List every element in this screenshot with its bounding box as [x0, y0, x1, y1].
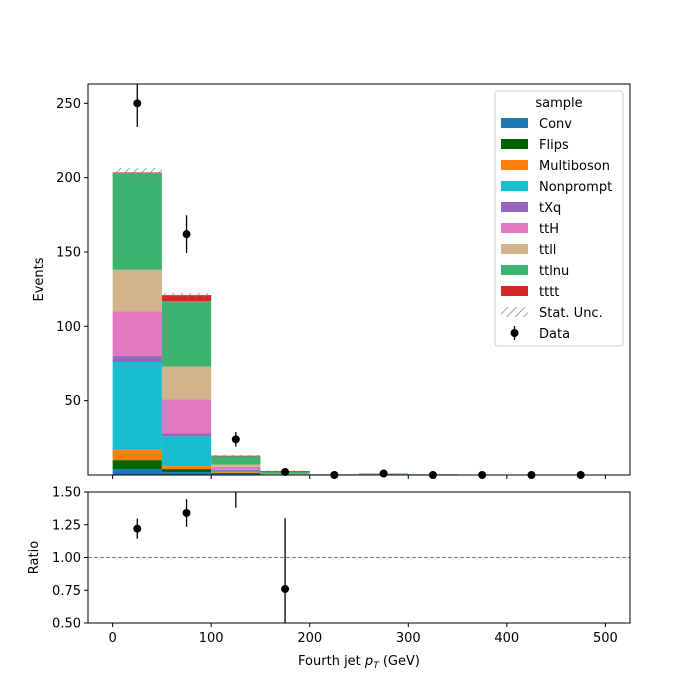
bar-conv-bin-0 [112, 469, 162, 475]
bar-tth-bin-1 [161, 399, 212, 434]
bar-multiboson-bin-2 [211, 472, 261, 473]
ratio-x-tick-label-2: 200 [297, 631, 322, 646]
ratio-x-tick-label-0: 0 [108, 631, 116, 646]
bar-tth-bin-0 [112, 311, 162, 357]
bar-txq-bin-1 [161, 433, 212, 437]
ratio-x-tick-label-4: 400 [494, 631, 519, 646]
bar-multiboson-bin-1 [161, 466, 212, 470]
main-axes: 50 100 150 200 250 Events [32, 83, 631, 479]
legend-label-tth: ttH [539, 222, 559, 237]
legend-label-tttt: tttt [539, 285, 559, 300]
legend-swatch-nonprompt [501, 181, 528, 191]
legend-title: sample [535, 96, 582, 111]
x-axis-label-subscript: T [373, 661, 380, 671]
bar-tttt-bin-1 [161, 295, 212, 302]
bar-nonprompt-bin-0 [112, 362, 162, 450]
main-y-axis-label: Events [32, 257, 47, 301]
legend-label-ttlnu: ttlnu [539, 264, 569, 279]
legend-swatch-flips [501, 139, 528, 149]
bar-ttll-bin-0 [112, 269, 162, 312]
legend: sample Conv Flips Multiboson Nonprompt tXq ttH… [494, 90, 624, 347]
stat-unc-band-bin-1 [161, 292, 212, 298]
data-point-5 [379, 469, 388, 478]
x-axis-label-math: p [364, 654, 373, 669]
main-y-tick-label-3: 200 [56, 171, 81, 186]
legend-label-nonprompt: Nonprompt [539, 180, 612, 195]
bar-nonprompt-bin-2 [211, 470, 261, 473]
ratio-point-1 [182, 508, 191, 517]
main-y-tick-label-0: 50 [64, 394, 81, 409]
data-point-3 [281, 468, 290, 477]
ratio-y-tick-label-0: 0.50 [52, 617, 81, 632]
ratio-x-tick-label-3: 300 [396, 631, 421, 646]
legend-label-conv: Conv [539, 117, 572, 132]
main-y-tick-label-4: 250 [56, 97, 81, 112]
legend-label-multiboson: Multiboson [539, 159, 610, 174]
ratio-point-3 [281, 584, 290, 593]
x-axis-label-unit: (GeV) [379, 654, 420, 669]
ratio-point-0 [133, 524, 142, 533]
ratio-x-tick-label-5: 500 [593, 631, 618, 646]
data-point-2 [231, 435, 240, 444]
main-plot-frame [87, 83, 631, 476]
bar-ttlnu-bin-0 [112, 173, 162, 270]
ratio-y-tick-label-3: 1.25 [52, 518, 81, 533]
legend-swatch-tth [501, 223, 528, 233]
legend-swatch-stat-unc [501, 307, 528, 317]
bar-conv-bin-2 [211, 473, 261, 475]
ratio-axes: 0 100 200 300 400 500 0.50 0.75 1.00 1.25 1.50 Rati… [27, 486, 631, 671]
stacked-histogram [112, 172, 458, 476]
ratio-y-tick-label-1: 0.75 [52, 584, 81, 599]
legend-swatch-ttll [501, 244, 528, 254]
bar-txq-bin-2 [211, 469, 261, 471]
ratio-y-tick-label-4: 1.50 [52, 486, 81, 501]
legend-label-stat-unc: Stat. Unc. [539, 306, 603, 321]
bar-flips-bin-1 [161, 469, 212, 473]
legend-swatch-conv [501, 118, 528, 128]
legend-label-ttll: ttll [539, 243, 556, 258]
legend-box [494, 90, 624, 347]
ratio-x-tick-label-1: 100 [199, 631, 224, 646]
stat-unc-band-bin-2 [211, 454, 261, 457]
legend-swatch-multiboson [501, 160, 528, 170]
bar-flips-bin-2 [211, 472, 261, 474]
legend-swatch-tttt [501, 286, 528, 296]
stat-unc-band-bin-0 [112, 167, 162, 177]
legend-swatch-txq [501, 202, 528, 212]
bar-ttlnu-bin-2 [211, 456, 261, 465]
bar-flips-bin-0 [112, 460, 162, 470]
legend-label-data: Data [539, 327, 570, 342]
x-axis-label-prefix: Fourth jet [298, 654, 365, 669]
legend-swatch-ttlnu [501, 265, 528, 275]
bar-tth-bin-2 [211, 466, 261, 470]
bar-nonprompt-bin-1 [161, 436, 212, 467]
x-axis-label: Fourth jet pT (GeV) [298, 654, 420, 671]
legend-data-marker [510, 329, 519, 337]
ratio-y-tick-label-2: 1.00 [52, 551, 81, 566]
data-point-0 [133, 99, 142, 108]
bar-ttlnu-bin-1 [161, 301, 212, 367]
ratio-y-axis-label: Ratio [27, 541, 42, 574]
ratio-plot [88, 492, 630, 623]
bar-conv-bin-1 [161, 472, 212, 475]
data-point-1 [182, 230, 191, 239]
legend-label-flips: Flips [539, 138, 569, 153]
legend-label-txq: tXq [539, 201, 561, 216]
main-y-tick-label-1: 100 [56, 320, 81, 335]
main-y-tick-label-2: 150 [56, 245, 81, 260]
bar-multiboson-bin-0 [112, 449, 162, 461]
bar-txq-bin-0 [112, 356, 162, 363]
bar-ttll-bin-2 [211, 464, 261, 467]
bar-ttll-bin-1 [161, 366, 212, 400]
